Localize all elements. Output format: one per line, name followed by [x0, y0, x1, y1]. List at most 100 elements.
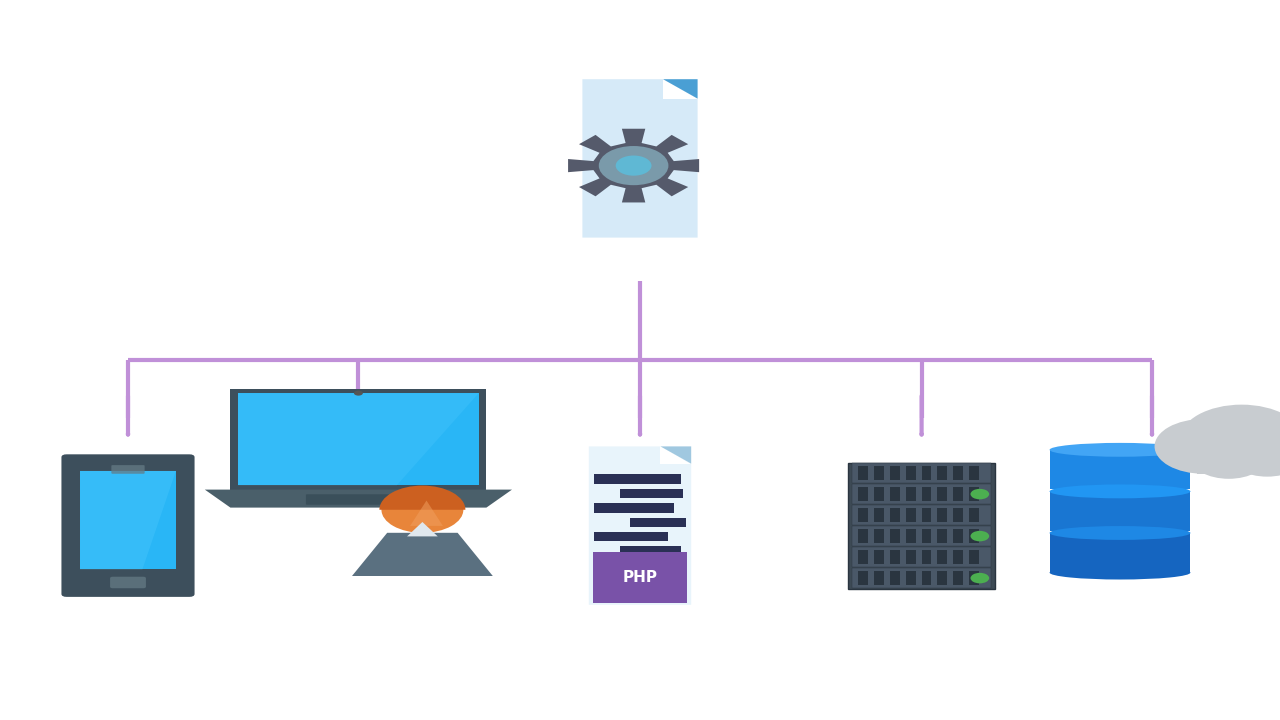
Bar: [593, 552, 687, 603]
Bar: [1197, 446, 1280, 474]
Bar: [937, 466, 947, 480]
Bar: [954, 571, 963, 585]
Circle shape: [970, 573, 989, 583]
Circle shape: [1190, 436, 1267, 479]
Circle shape: [970, 489, 989, 500]
Ellipse shape: [1050, 443, 1190, 456]
Bar: [859, 550, 868, 564]
Circle shape: [353, 391, 364, 396]
Bar: [906, 550, 915, 564]
Bar: [874, 466, 884, 480]
Polygon shape: [205, 490, 512, 508]
Circle shape: [1229, 433, 1280, 477]
FancyBboxPatch shape: [61, 454, 195, 597]
Bar: [969, 466, 979, 480]
Polygon shape: [589, 446, 691, 605]
Bar: [922, 487, 932, 501]
Wedge shape: [379, 485, 466, 510]
Bar: [852, 568, 991, 588]
Bar: [874, 487, 884, 501]
Bar: [890, 550, 900, 564]
Bar: [937, 487, 947, 501]
Bar: [594, 503, 673, 513]
Bar: [922, 528, 932, 544]
Bar: [906, 508, 915, 523]
Polygon shape: [410, 500, 443, 526]
Bar: [890, 487, 900, 501]
Polygon shape: [660, 446, 691, 464]
Bar: [890, 571, 900, 585]
Polygon shape: [81, 471, 175, 570]
Polygon shape: [230, 389, 486, 490]
Bar: [954, 528, 963, 544]
Bar: [874, 571, 884, 585]
Bar: [969, 550, 979, 564]
Bar: [238, 393, 479, 485]
Bar: [969, 571, 979, 585]
Bar: [890, 466, 900, 480]
Bar: [954, 550, 963, 564]
Bar: [922, 550, 932, 564]
Bar: [852, 505, 991, 525]
Polygon shape: [238, 393, 479, 485]
Bar: [954, 508, 963, 523]
Bar: [594, 532, 668, 541]
Bar: [890, 508, 900, 523]
Bar: [852, 464, 991, 483]
Bar: [969, 508, 979, 523]
Bar: [859, 528, 868, 544]
Bar: [620, 546, 681, 556]
FancyBboxPatch shape: [306, 495, 411, 505]
Bar: [906, 571, 915, 585]
Bar: [594, 474, 681, 484]
Bar: [874, 528, 884, 544]
Bar: [874, 550, 884, 564]
Bar: [969, 487, 979, 501]
Circle shape: [599, 146, 668, 185]
Bar: [937, 528, 947, 544]
Bar: [954, 487, 963, 501]
Bar: [890, 528, 900, 544]
Bar: [852, 485, 991, 504]
Bar: [954, 466, 963, 480]
Polygon shape: [663, 79, 698, 99]
Bar: [969, 528, 979, 544]
Bar: [1050, 533, 1190, 572]
Bar: [922, 571, 932, 585]
Polygon shape: [568, 129, 699, 202]
Bar: [859, 571, 868, 585]
Bar: [620, 489, 684, 498]
Circle shape: [381, 487, 463, 533]
Bar: [852, 526, 991, 546]
Ellipse shape: [1050, 566, 1190, 580]
Polygon shape: [663, 79, 698, 99]
Bar: [922, 466, 932, 480]
Circle shape: [1238, 419, 1280, 474]
Ellipse shape: [1050, 526, 1190, 540]
Bar: [1050, 450, 1190, 490]
Bar: [630, 518, 686, 527]
Bar: [1050, 492, 1190, 531]
Bar: [937, 508, 947, 523]
Bar: [859, 508, 868, 523]
Bar: [849, 463, 996, 589]
Circle shape: [1155, 419, 1252, 474]
Circle shape: [970, 531, 989, 541]
Circle shape: [616, 156, 652, 176]
Bar: [874, 508, 884, 523]
Bar: [81, 471, 175, 570]
Ellipse shape: [1050, 485, 1190, 498]
Bar: [906, 487, 915, 501]
Polygon shape: [352, 533, 493, 576]
Bar: [906, 466, 915, 480]
Polygon shape: [407, 522, 438, 536]
Bar: [852, 547, 991, 567]
Bar: [922, 508, 932, 523]
FancyBboxPatch shape: [111, 465, 145, 474]
Text: PHP: PHP: [622, 570, 658, 585]
Bar: [937, 571, 947, 585]
Polygon shape: [660, 446, 691, 464]
Polygon shape: [582, 79, 698, 238]
Bar: [906, 528, 915, 544]
Bar: [859, 487, 868, 501]
